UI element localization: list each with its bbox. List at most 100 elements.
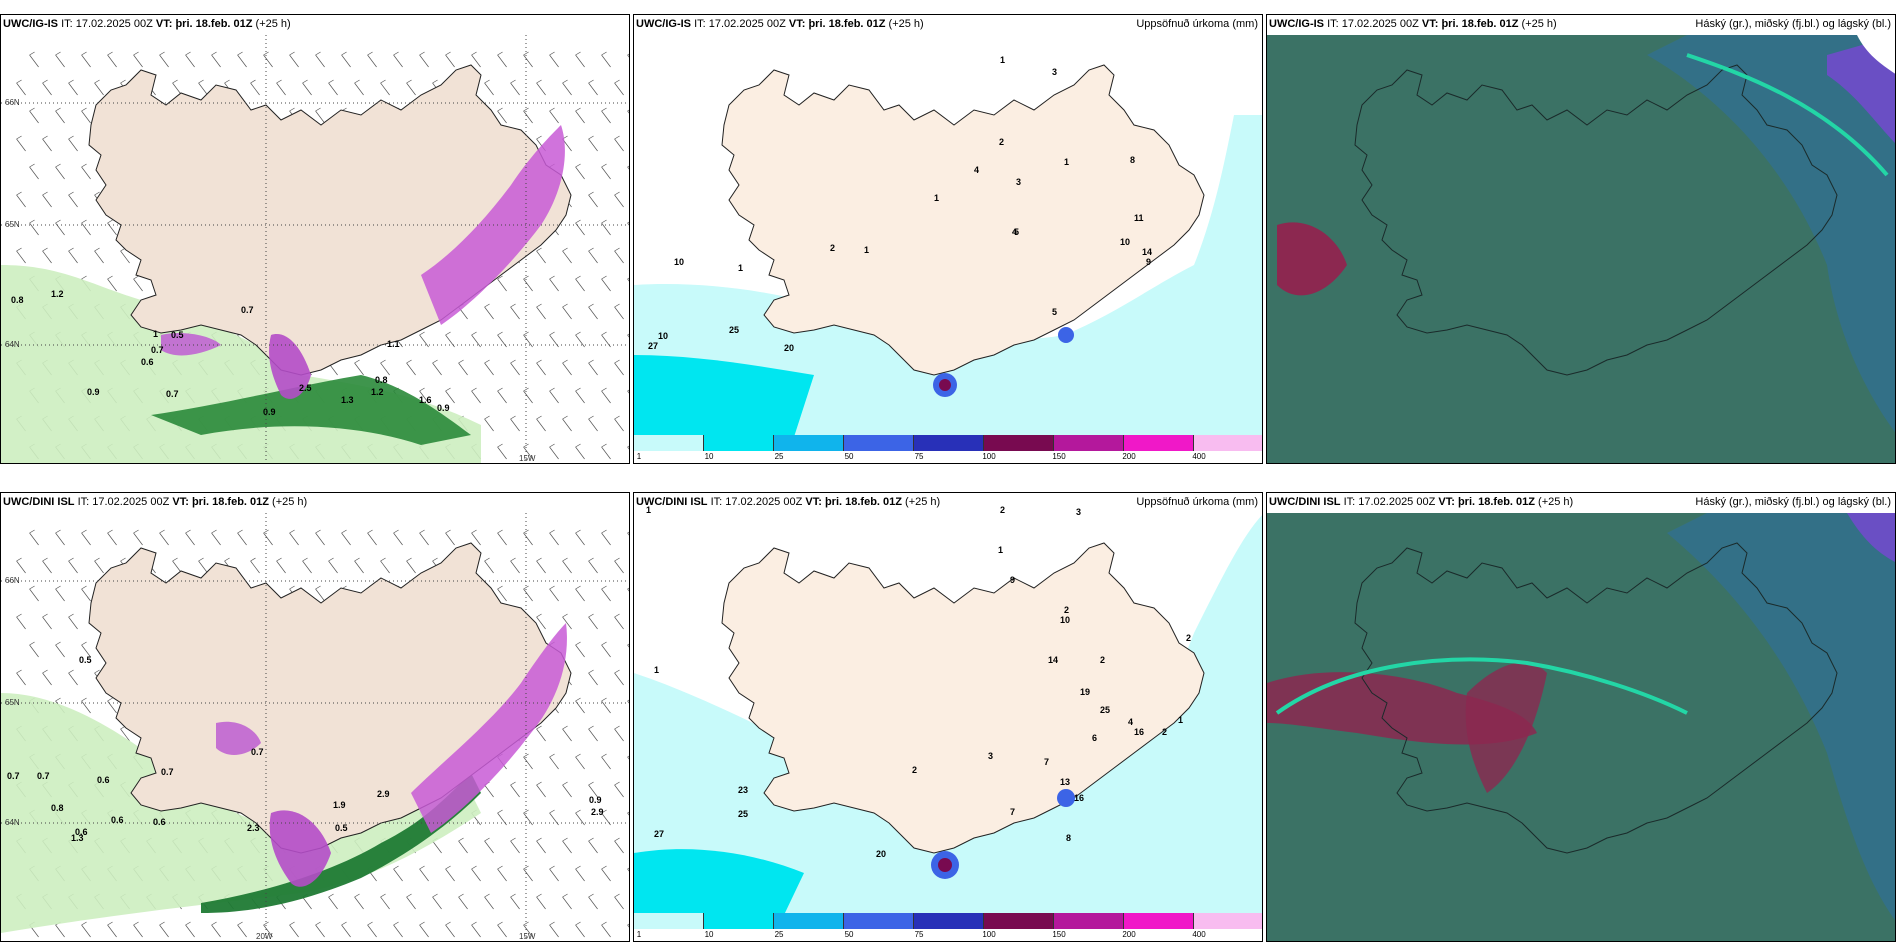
wind-barb	[68, 82, 78, 96]
value-label: 0.7	[7, 771, 20, 781]
wind-barb-tick	[419, 865, 425, 870]
wind-barb	[562, 250, 572, 264]
wind-barb	[211, 924, 221, 938]
wind-barb	[549, 868, 559, 882]
wind-barb	[523, 588, 533, 602]
wind-barb-tick	[55, 51, 61, 56]
wind-barb	[536, 306, 546, 320]
wind-barb-tick	[627, 587, 629, 590]
wind-barb	[237, 924, 247, 938]
wind-barb-tick	[627, 867, 629, 870]
precip-cyan	[634, 849, 804, 915]
precip-magenta-w	[161, 333, 221, 356]
lat-label: 64N	[5, 818, 20, 827]
wind-barb-tick	[549, 387, 555, 392]
wind-barb-tick	[302, 79, 308, 84]
wind-barb-tick	[588, 303, 594, 308]
legend-tick: 75	[914, 930, 924, 939]
wind-barb	[380, 362, 390, 376]
wind-barb-tick	[68, 613, 74, 618]
value-label: 0.6	[97, 775, 110, 785]
wind-barb	[614, 306, 624, 320]
wind-barb-tick	[250, 79, 256, 84]
value-label: 0.9	[437, 403, 450, 413]
wind-barb-tick	[107, 921, 113, 926]
wind-barb	[562, 728, 572, 742]
wind-barb	[484, 82, 494, 96]
wind-barb-tick	[523, 809, 529, 814]
value-label: 4	[1012, 227, 1017, 237]
wind-barb-tick	[432, 893, 438, 898]
wind-barb	[614, 784, 624, 798]
wind-barb	[289, 54, 299, 68]
wind-barb	[55, 54, 65, 68]
value-label: 27	[654, 829, 664, 839]
wind-value-labels: 0.8 1.2 0.7 1 0.5 0.7 0.6 0.9 0.7 2.5 0.8 1.2 1.3 1.6…	[11, 289, 450, 417]
wind-barb-tick	[627, 277, 629, 280]
wind-barb	[601, 166, 611, 180]
wind-barb	[536, 896, 546, 910]
wind-barb	[627, 588, 629, 592]
wind-barb	[68, 138, 78, 152]
value-label: 2	[830, 243, 835, 253]
wind-barb	[16, 138, 26, 152]
value-label: 25	[1100, 705, 1110, 715]
wind-barb	[16, 560, 26, 574]
wind-barb	[627, 278, 629, 282]
wind-barb	[16, 616, 26, 630]
wind-barb	[536, 82, 546, 96]
value-label: 1.2	[371, 387, 384, 397]
wind-barb-tick	[406, 79, 412, 84]
wind-barb-tick	[224, 557, 230, 562]
wind-barb-tick	[523, 275, 529, 280]
wind-barb-tick	[237, 51, 243, 56]
value-label: 0.9	[589, 795, 602, 805]
value-label: 2.5	[299, 383, 312, 393]
wind-barb-tick	[497, 585, 503, 590]
wind-barb	[380, 560, 390, 574]
wind-barb-tick	[81, 585, 87, 590]
value-label: 3	[1076, 507, 1081, 517]
lon-label: 15W	[519, 932, 536, 941]
wind-barb	[601, 278, 611, 292]
wind-barb-tick	[549, 529, 555, 534]
wind-barb	[419, 868, 429, 882]
legend-tick: 100	[982, 452, 996, 461]
wind-barb	[588, 82, 598, 96]
legend-swatch	[1054, 913, 1124, 929]
wind-barb	[510, 306, 520, 320]
value-label: 20	[784, 343, 794, 353]
value-label: 2	[1100, 655, 1105, 665]
legend-tick: 200	[1122, 930, 1136, 939]
legend-tick: 75	[914, 452, 924, 461]
wind-barb-tick	[484, 557, 490, 562]
wind-barb-tick	[523, 865, 529, 870]
wind-barb-tick	[315, 921, 321, 926]
wind-barb-tick	[315, 585, 321, 590]
wind-barb-tick	[601, 753, 607, 758]
wind-barb-tick	[562, 415, 568, 420]
value-label: 13	[1060, 777, 1070, 787]
wind-barb-tick	[562, 303, 568, 308]
wind-barb	[536, 840, 546, 854]
wind-barb	[250, 82, 260, 96]
cloud-high-topright	[1827, 35, 1895, 143]
legend-swatch	[984, 913, 1054, 929]
wind-barb	[16, 194, 26, 208]
wind-barb-tick	[16, 557, 22, 562]
wind-barb-tick	[185, 529, 191, 534]
wind-barb	[42, 560, 52, 574]
value-label: 0.7	[251, 747, 264, 757]
wind-barb-tick	[575, 387, 581, 392]
legend-swatch	[1194, 435, 1262, 451]
value-label: 0.7	[166, 389, 179, 399]
wind-barb	[588, 560, 598, 574]
wind-barb	[107, 924, 117, 938]
wind-barb-tick	[614, 837, 620, 842]
value-label: 0.6	[153, 817, 166, 827]
wind-barb	[55, 588, 65, 602]
wind-barb	[107, 278, 117, 292]
wind-barb-tick	[627, 755, 629, 758]
wind-barb-tick	[497, 529, 503, 534]
wind-barb-tick	[497, 865, 503, 870]
